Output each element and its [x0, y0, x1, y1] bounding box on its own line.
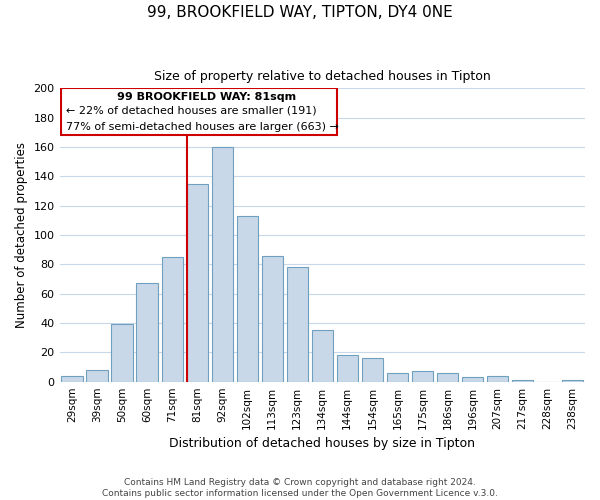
Bar [387, 373, 408, 382]
Bar [236, 216, 258, 382]
Bar [412, 372, 433, 382]
Bar [311, 330, 333, 382]
Title: Size of property relative to detached houses in Tipton: Size of property relative to detached ho… [154, 70, 491, 83]
Bar [86, 370, 108, 382]
Bar [136, 284, 158, 382]
Bar [187, 184, 208, 382]
Bar [512, 380, 533, 382]
Bar [262, 256, 283, 382]
Bar [287, 268, 308, 382]
Text: Contains HM Land Registry data © Crown copyright and database right 2024.
Contai: Contains HM Land Registry data © Crown c… [102, 478, 498, 498]
Bar [212, 147, 233, 382]
Text: 77% of semi-detached houses are larger (663) →: 77% of semi-detached houses are larger (… [66, 122, 338, 132]
Bar [437, 373, 458, 382]
Bar [112, 324, 133, 382]
Bar [462, 378, 483, 382]
Text: ← 22% of detached houses are smaller (191): ← 22% of detached houses are smaller (19… [66, 106, 316, 116]
Y-axis label: Number of detached properties: Number of detached properties [15, 142, 28, 328]
Text: 99 BROOKFIELD WAY: 81sqm: 99 BROOKFIELD WAY: 81sqm [117, 92, 296, 102]
Bar [61, 376, 83, 382]
Bar [362, 358, 383, 382]
FancyBboxPatch shape [61, 88, 337, 136]
Text: 99, BROOKFIELD WAY, TIPTON, DY4 0NE: 99, BROOKFIELD WAY, TIPTON, DY4 0NE [147, 5, 453, 20]
X-axis label: Distribution of detached houses by size in Tipton: Distribution of detached houses by size … [169, 437, 475, 450]
Bar [562, 380, 583, 382]
Bar [337, 356, 358, 382]
Bar [487, 376, 508, 382]
Bar [161, 257, 183, 382]
